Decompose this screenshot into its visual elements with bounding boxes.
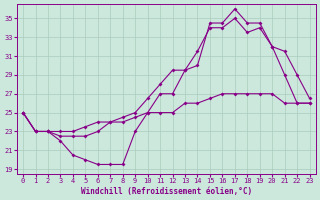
- X-axis label: Windchill (Refroidissement éolien,°C): Windchill (Refroidissement éolien,°C): [81, 187, 252, 196]
